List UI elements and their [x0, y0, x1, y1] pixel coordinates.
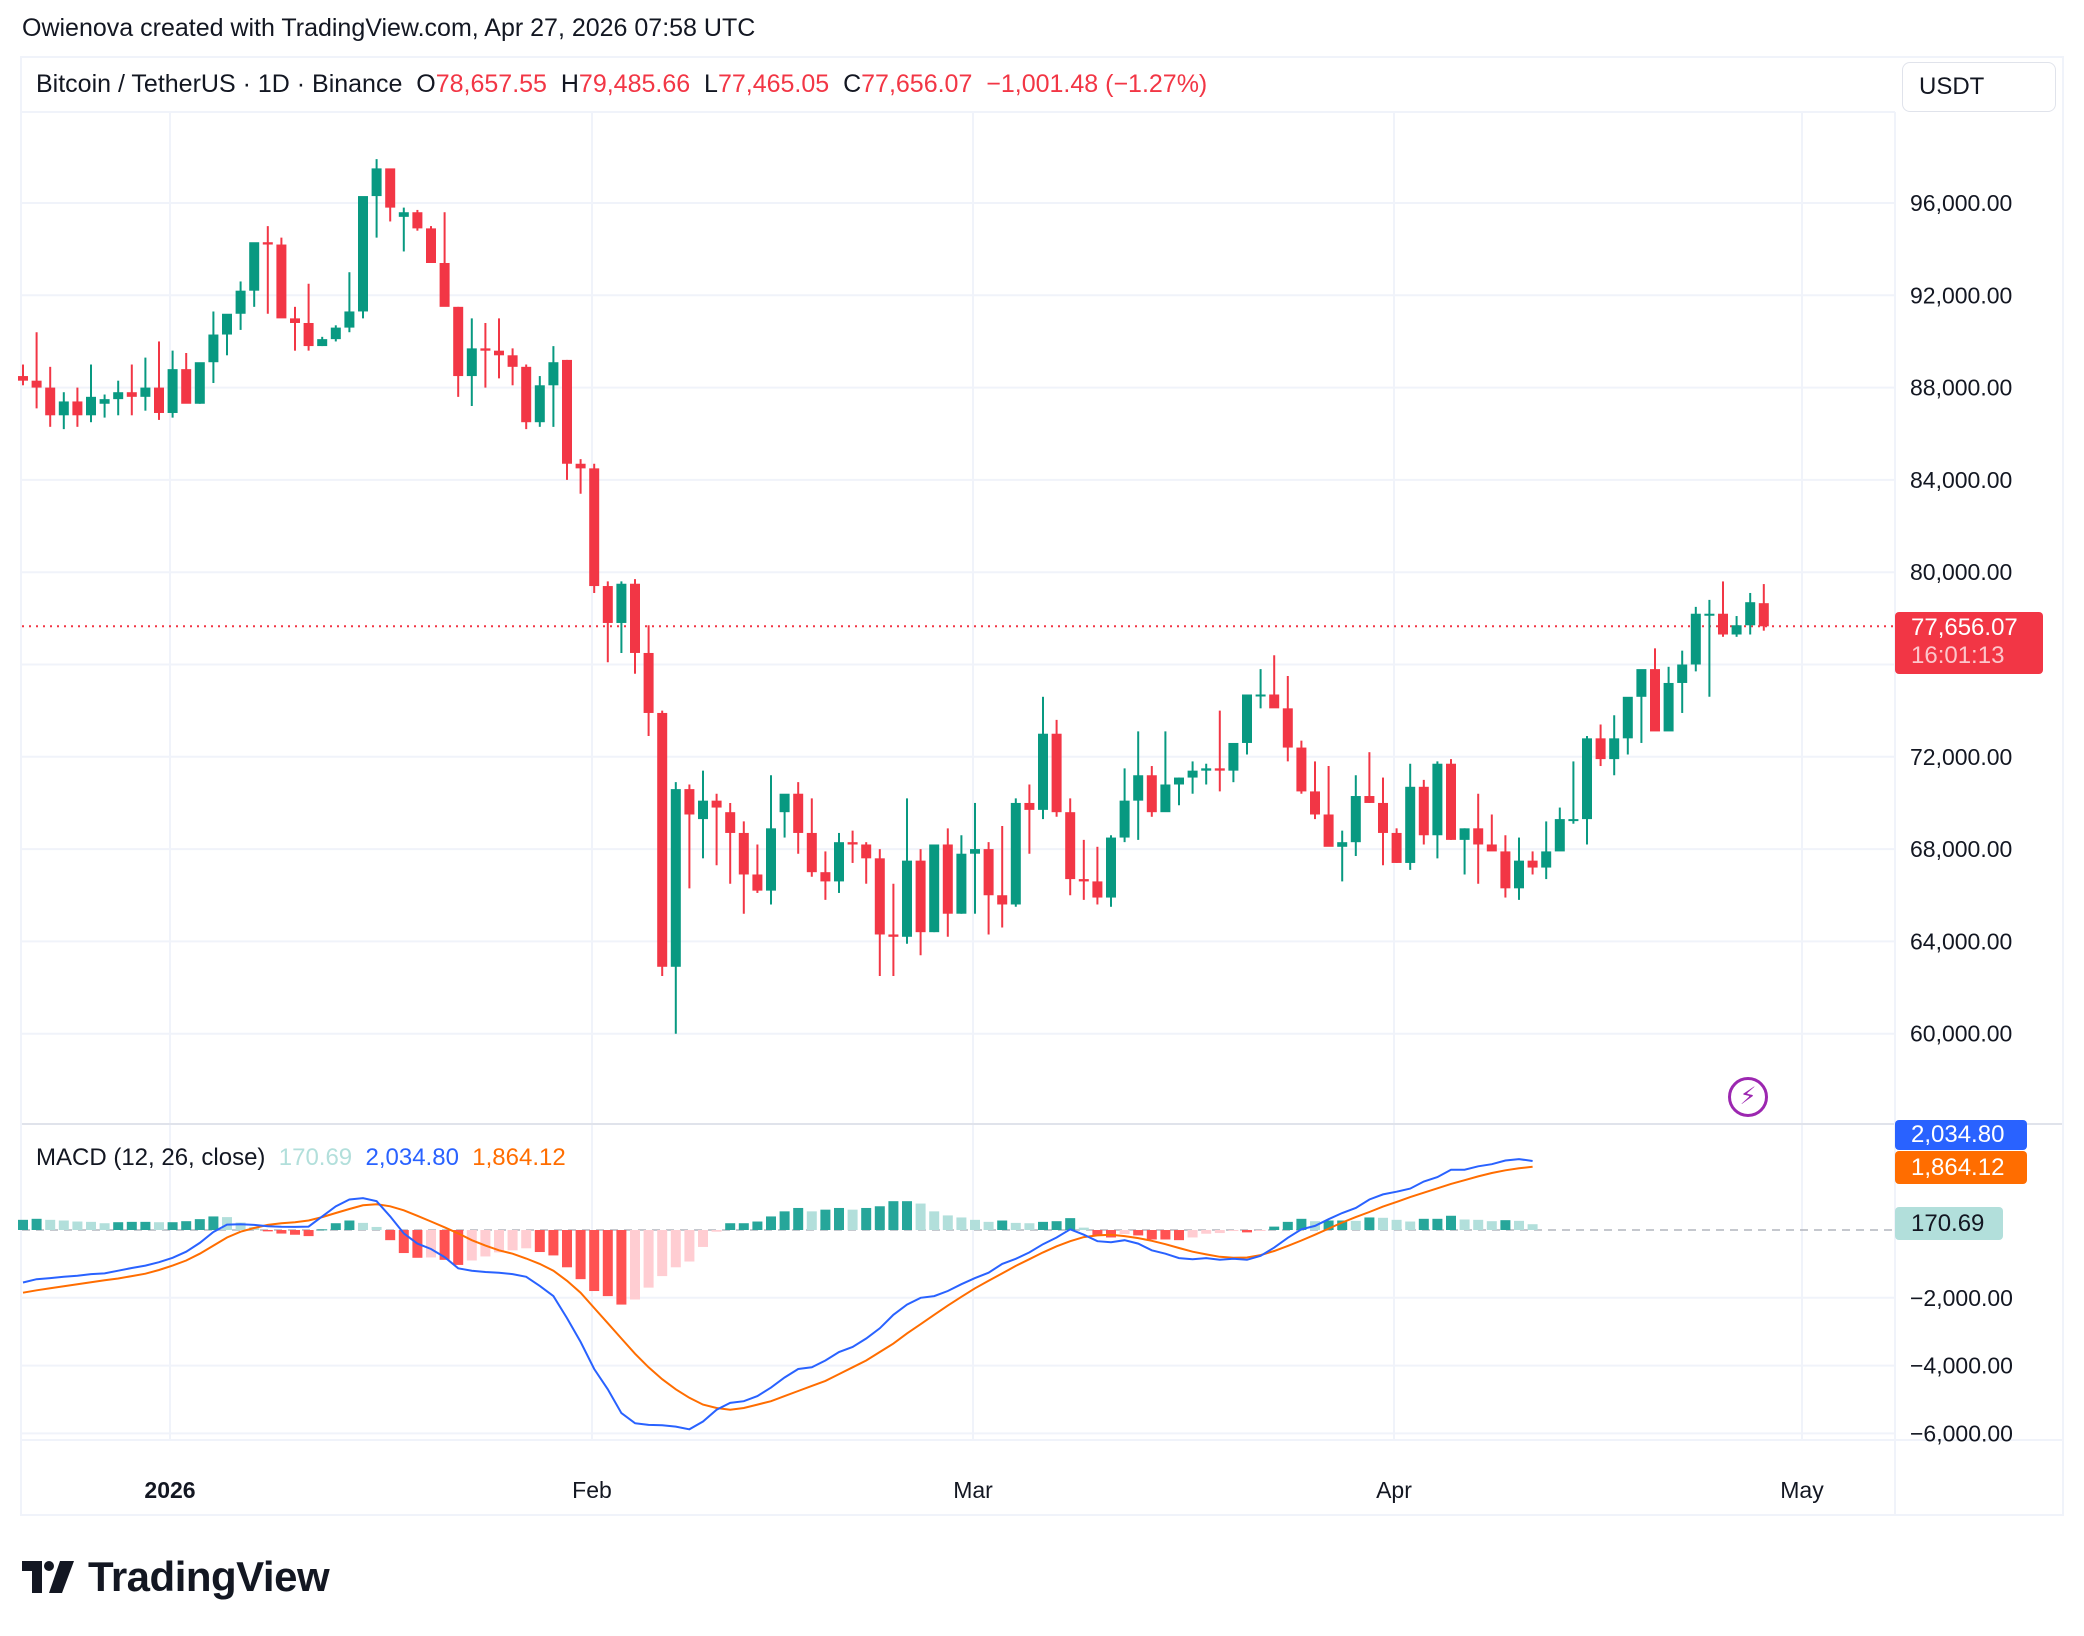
svg-text:72,000.00: 72,000.00	[1910, 744, 2012, 770]
macd-histogram-value: 170.69	[278, 1144, 353, 1171]
symbol-title[interactable]: Bitcoin / TetherUS · 1D · Binance	[36, 70, 403, 98]
svg-text:60,000.00: 60,000.00	[1910, 1021, 2012, 1047]
svg-text:May: May	[1780, 1477, 1824, 1503]
last-price-badge: 77,656.07 16:01:13	[1895, 612, 2043, 674]
low-label: L	[704, 70, 718, 98]
close-label: C	[843, 70, 862, 98]
svg-text:80,000.00: 80,000.00	[1910, 559, 2012, 585]
macd-legend: MACD (12, 26, close) 170.69 2,034.80 1,8…	[36, 1144, 566, 1172]
svg-text:Feb: Feb	[572, 1477, 612, 1503]
high-label: H	[560, 70, 579, 98]
svg-text:68,000.00: 68,000.00	[1910, 836, 2012, 862]
change-value: −1,001.48 (−1.27%)	[986, 70, 1208, 98]
macd-line-badge: 2,034.80	[1895, 1120, 2027, 1150]
open-label: O	[416, 70, 436, 98]
chart-frame	[20, 56, 2064, 1516]
open-value: 78,657.55	[435, 70, 547, 98]
tradingview-logo[interactable]: TradingView	[22, 1553, 330, 1601]
svg-text:Mar: Mar	[953, 1477, 993, 1503]
currency-button[interactable]: USDT	[1902, 62, 2056, 112]
svg-text:96,000.00: 96,000.00	[1910, 190, 2012, 216]
last-price-value: 77,656.07	[1911, 614, 2018, 641]
macd-histogram-badge: 170.69	[1895, 1207, 2003, 1240]
svg-text:2026: 2026	[144, 1477, 195, 1503]
svg-text:−6,000.00: −6,000.00	[1910, 1420, 2013, 1446]
svg-text:64,000.00: 64,000.00	[1910, 928, 2012, 954]
svg-text:Apr: Apr	[1376, 1477, 1412, 1503]
bar-countdown: 16:01:13	[1911, 642, 2005, 669]
macd-title[interactable]: MACD (12, 26, close)	[36, 1144, 266, 1171]
high-value: 79,485.66	[578, 70, 691, 98]
close-value: 77,656.07	[861, 70, 973, 98]
indicator-lightning-icon[interactable]: ⚡	[1728, 1077, 1768, 1117]
macd-line-value: 2,034.80	[365, 1144, 459, 1171]
chart-credit: Owienova created with TradingView.com, A…	[22, 14, 756, 42]
tradingview-logo-text: TradingView	[88, 1553, 330, 1600]
svg-text:88,000.00: 88,000.00	[1910, 375, 2012, 401]
svg-text:84,000.00: 84,000.00	[1910, 467, 2012, 493]
low-value: 77,465.05	[717, 70, 830, 98]
tradingview-logo-icon	[22, 1561, 74, 1593]
svg-text:−4,000.00: −4,000.00	[1910, 1353, 2013, 1379]
macd-signal-badge: 1,864.12	[1895, 1151, 2027, 1184]
svg-text:−2,000.00: −2,000.00	[1910, 1285, 2013, 1311]
symbol-legend: Bitcoin / TetherUS · 1D · Binance O78,65…	[36, 70, 1207, 99]
macd-signal-value: 1,864.12	[472, 1144, 566, 1171]
svg-text:92,000.00: 92,000.00	[1910, 282, 2012, 308]
